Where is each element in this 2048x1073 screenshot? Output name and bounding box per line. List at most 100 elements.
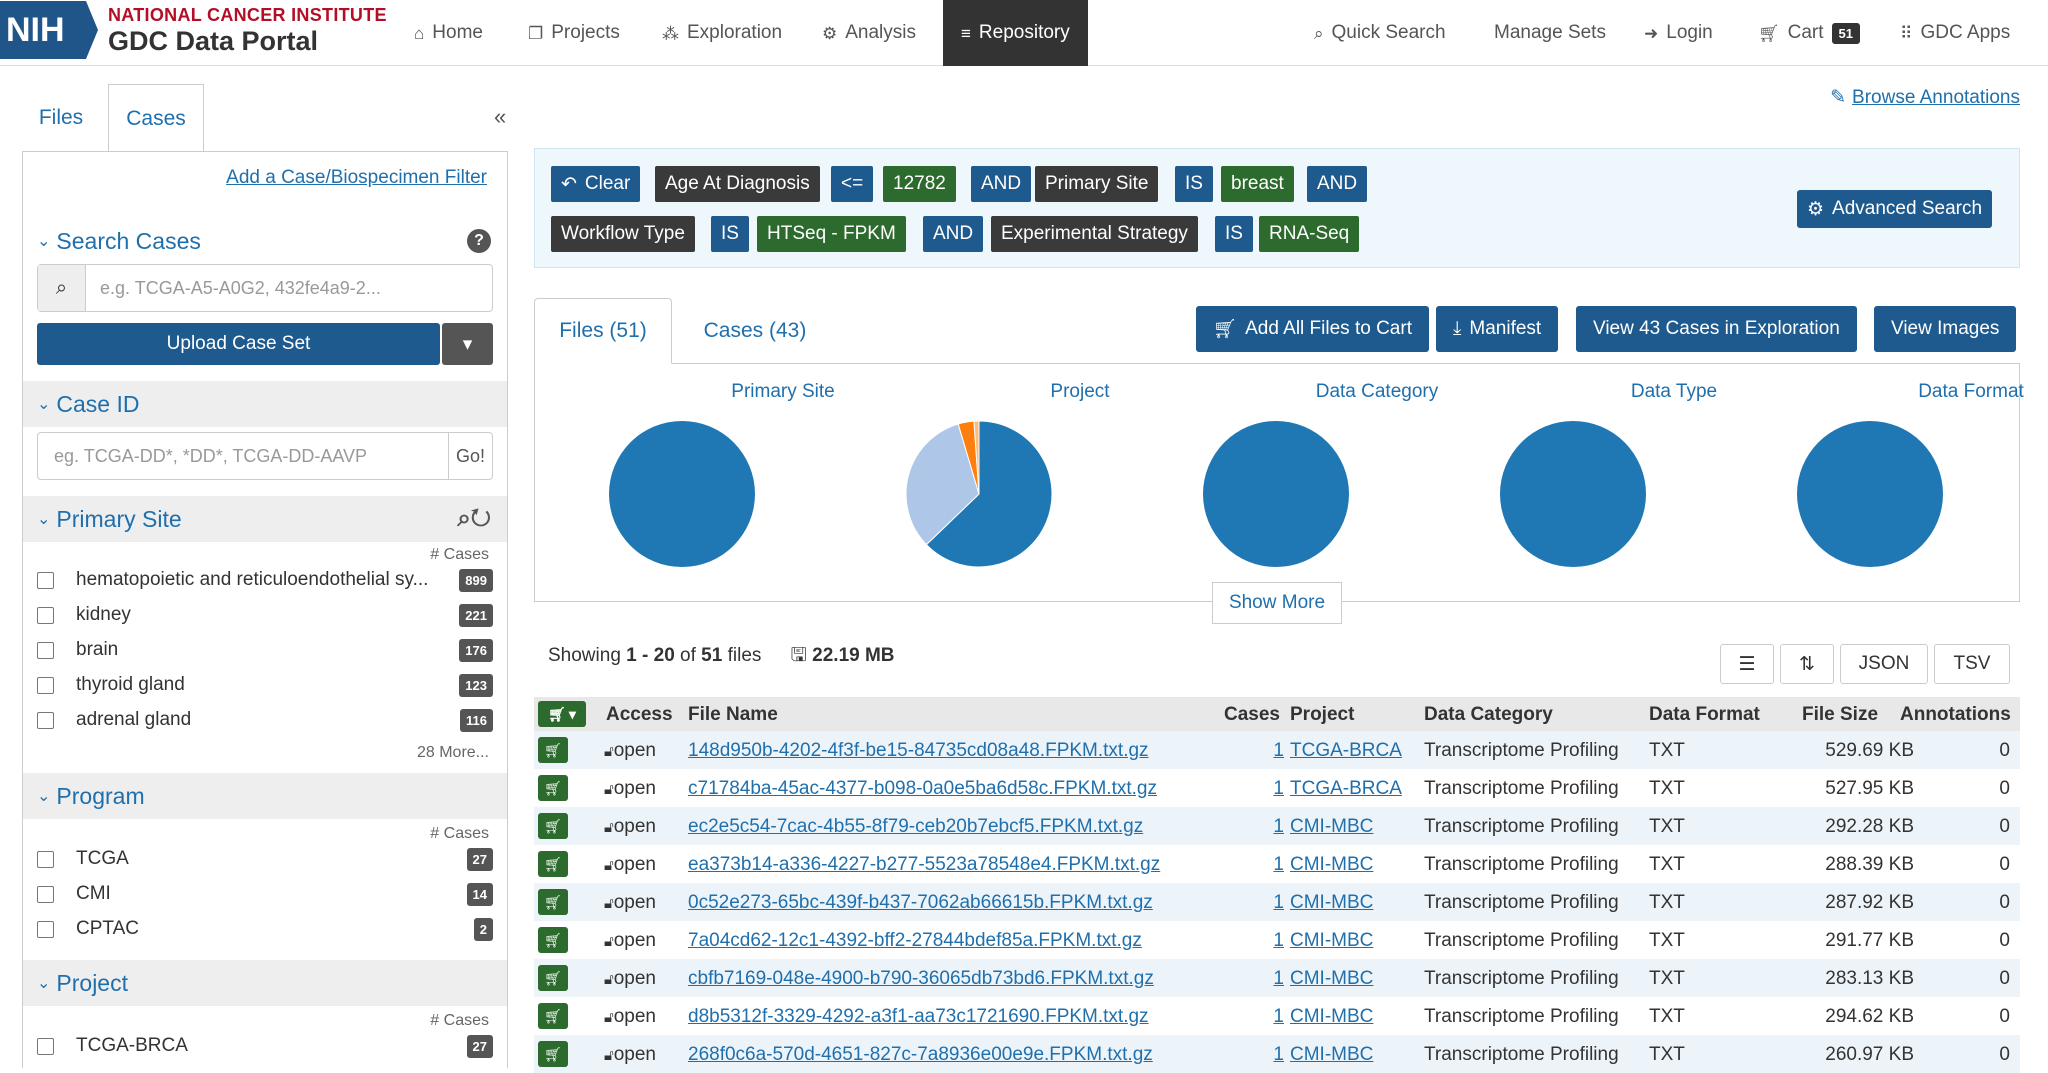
collapse-sidebar-icon[interactable]: «: [494, 104, 507, 129]
query-value[interactable]: breast: [1221, 166, 1294, 202]
manage-sets[interactable]: Manage Sets: [1494, 22, 1606, 43]
add-filter-link[interactable]: Add a Case/Biospecimen Filter: [226, 167, 487, 188]
checkbox[interactable]: [37, 676, 54, 694]
add-to-cart-icon[interactable]: 🛒︎: [538, 1041, 568, 1067]
facet-item[interactable]: adrenal gland 116: [37, 705, 493, 735]
project-pie[interactable]: [904, 419, 1054, 569]
file-name-link[interactable]: 0c52e273-65bc-439f-b437-7062ab66615b.FPK…: [688, 892, 1153, 913]
nav-home[interactable]: ⌂ Home: [414, 22, 483, 43]
project-link[interactable]: CMI-MBC: [1290, 1006, 1374, 1027]
manifest-button[interactable]: ⤓ Manifest: [1436, 306, 1559, 352]
checkbox[interactable]: [37, 885, 54, 903]
column-list-icon[interactable]: ☰: [1720, 644, 1774, 684]
gdc-logo[interactable]: NIH NATIONAL CANCER INSTITUTE GDC Data P…: [0, 0, 387, 60]
primary-site-header[interactable]: ⌄ Primary Site ⌕↻: [23, 496, 507, 542]
cases-count-link[interactable]: 1: [1273, 968, 1284, 989]
query-value[interactable]: RNA-Seq: [1259, 216, 1360, 252]
query-operator[interactable]: IS: [1215, 216, 1253, 252]
show-more-button[interactable]: Show More: [1212, 582, 1342, 624]
case-id-input[interactable]: eg. TCGA-DD*, *DD*, TCGA-DD-AAVP Go!: [37, 432, 493, 480]
checkbox[interactable]: [37, 606, 54, 624]
col-data-category[interactable]: Data Category: [1424, 704, 1553, 725]
query-value[interactable]: 12782: [883, 166, 956, 202]
view-images-button[interactable]: View Images: [1874, 306, 2017, 352]
tsv-export-button[interactable]: TSV: [1934, 644, 2010, 684]
query-field[interactable]: Workflow Type: [551, 216, 695, 252]
cases-count-link[interactable]: 1: [1273, 1044, 1284, 1065]
go-button[interactable]: Go!: [448, 433, 492, 479]
add-to-cart-icon[interactable]: 🛒︎: [538, 851, 568, 877]
cases-count-link[interactable]: 1: [1273, 930, 1284, 951]
file-name-link[interactable]: 148d950b-4202-4f3f-be15-84735cd08a48.FPK…: [688, 740, 1149, 761]
tab-cases[interactable]: Cases (43): [703, 319, 807, 342]
add-to-cart-icon[interactable]: 🛒︎: [538, 889, 568, 915]
file-name-link[interactable]: cbfb7169-048e-4900-b790-36065db73bd6.FPK…: [688, 968, 1154, 989]
program-header[interactable]: ⌄ Program: [23, 773, 507, 819]
cart-select-all-icon[interactable]: 🛒︎ ▾: [538, 701, 586, 727]
project-link[interactable]: CMI-MBC: [1290, 892, 1374, 913]
query-operator[interactable]: <=: [831, 166, 874, 202]
col-annotations[interactable]: Annotations: [1900, 704, 2011, 725]
clear-query-button[interactable]: ↶ Clear: [551, 166, 641, 202]
tab-files[interactable]: Files (51): [534, 298, 672, 364]
project-link[interactable]: TCGA-BRCA: [1290, 740, 1402, 761]
file-name-link[interactable]: ea373b14-a336-4227-b277-5523a78548e4.FPK…: [688, 854, 1161, 875]
sort-icon[interactable]: ⇅: [1780, 644, 1834, 684]
query-operator[interactable]: IS: [1175, 166, 1213, 202]
login[interactable]: ➜ Login: [1644, 22, 1713, 43]
more-link[interactable]: 28 More...: [416, 744, 489, 761]
cases-count-link[interactable]: 1: [1273, 778, 1284, 799]
data-category-pie[interactable]: [1201, 419, 1351, 569]
facet-item[interactable]: brain 176: [37, 635, 493, 665]
query-field[interactable]: Primary Site: [1035, 166, 1159, 202]
project-slice-1[interactable]: [925, 420, 1053, 568]
tab-files[interactable]: Files: [38, 106, 84, 129]
facet-item[interactable]: TCGA-BRCA 27: [37, 1031, 493, 1061]
project-link[interactable]: CMI-MBC: [1290, 816, 1374, 837]
upload-case-set-button[interactable]: Upload Case Set: [37, 323, 440, 365]
cases-count-link[interactable]: 1: [1273, 892, 1284, 913]
project-link[interactable]: CMI-MBC: [1290, 854, 1374, 875]
col-cases[interactable]: Cases: [1224, 704, 1280, 725]
nav-exploration[interactable]: ⁂ Exploration: [662, 22, 783, 43]
cases-count-link[interactable]: 1: [1273, 854, 1284, 875]
col-access[interactable]: Access: [606, 704, 673, 725]
query-field[interactable]: Experimental Strategy: [991, 216, 1198, 252]
checkbox[interactable]: [37, 711, 54, 729]
file-name-link[interactable]: 7a04cd62-12c1-4392-bff2-27844bdef85a.FPK…: [688, 930, 1142, 951]
add-to-cart-icon[interactable]: 🛒︎: [538, 813, 568, 839]
json-export-button[interactable]: JSON: [1840, 644, 1928, 684]
help-icon[interactable]: ?: [467, 229, 491, 253]
advanced-search-button[interactable]: ⚙ Advanced Search: [1797, 190, 1993, 228]
add-all-files-to-cart-button[interactable]: 🛒︎ Add All Files to Cart: [1196, 306, 1429, 352]
project-header[interactable]: ⌄ Project: [23, 960, 507, 1006]
project-slice-2[interactable]: [905, 423, 980, 546]
project-link[interactable]: CMI-MBC: [1290, 968, 1374, 989]
file-name-link[interactable]: ec2e5c54-7cac-4b55-8f79-ceb20b7ebcf5.FPK…: [688, 816, 1144, 837]
cart[interactable]: 🛒︎ Cart 51: [1758, 0, 1860, 66]
checkbox[interactable]: [37, 641, 54, 659]
checkbox[interactable]: [37, 920, 54, 938]
primary-site-pie[interactable]: [607, 419, 757, 569]
col-data-format[interactable]: Data Format: [1649, 704, 1760, 725]
case-id-header[interactable]: ⌄ Case ID: [23, 381, 507, 427]
quick-search[interactable]: ⌕ Quick Search: [1314, 22, 1446, 43]
project-link[interactable]: CMI-MBC: [1290, 1044, 1374, 1065]
cases-count-link[interactable]: 1: [1273, 740, 1284, 761]
facet-item[interactable]: CMI 14: [37, 879, 493, 909]
tab-cases[interactable]: Cases: [108, 84, 204, 152]
query-value[interactable]: HTSeq - FPKM: [757, 216, 906, 252]
browse-annotations[interactable]: ✎ Browse Annotations: [1830, 86, 2020, 109]
facet-item[interactable]: thyroid gland 123: [37, 670, 493, 700]
facet-item[interactable]: TCGA 27: [37, 844, 493, 874]
file-name-link[interactable]: d8b5312f-3329-4292-a3f1-aa73c1721690.FPK…: [688, 1006, 1149, 1027]
col-project[interactable]: Project: [1290, 704, 1355, 725]
gdc-apps[interactable]: ⠿ GDC Apps: [1900, 22, 2011, 43]
checkbox[interactable]: [37, 1037, 54, 1055]
file-name-link[interactable]: 268f0c6a-570d-4651-827c-7a8936e00e9e.FPK…: [688, 1044, 1153, 1065]
add-to-cart-icon[interactable]: 🛒︎: [538, 1003, 568, 1029]
col-file-name[interactable]: File Name: [688, 704, 778, 725]
facet-item[interactable]: CPTAC 2: [37, 914, 493, 944]
add-to-cart-icon[interactable]: 🛒︎: [538, 927, 568, 953]
search-cases-header[interactable]: ⌄ Search Cases ?: [23, 218, 507, 264]
